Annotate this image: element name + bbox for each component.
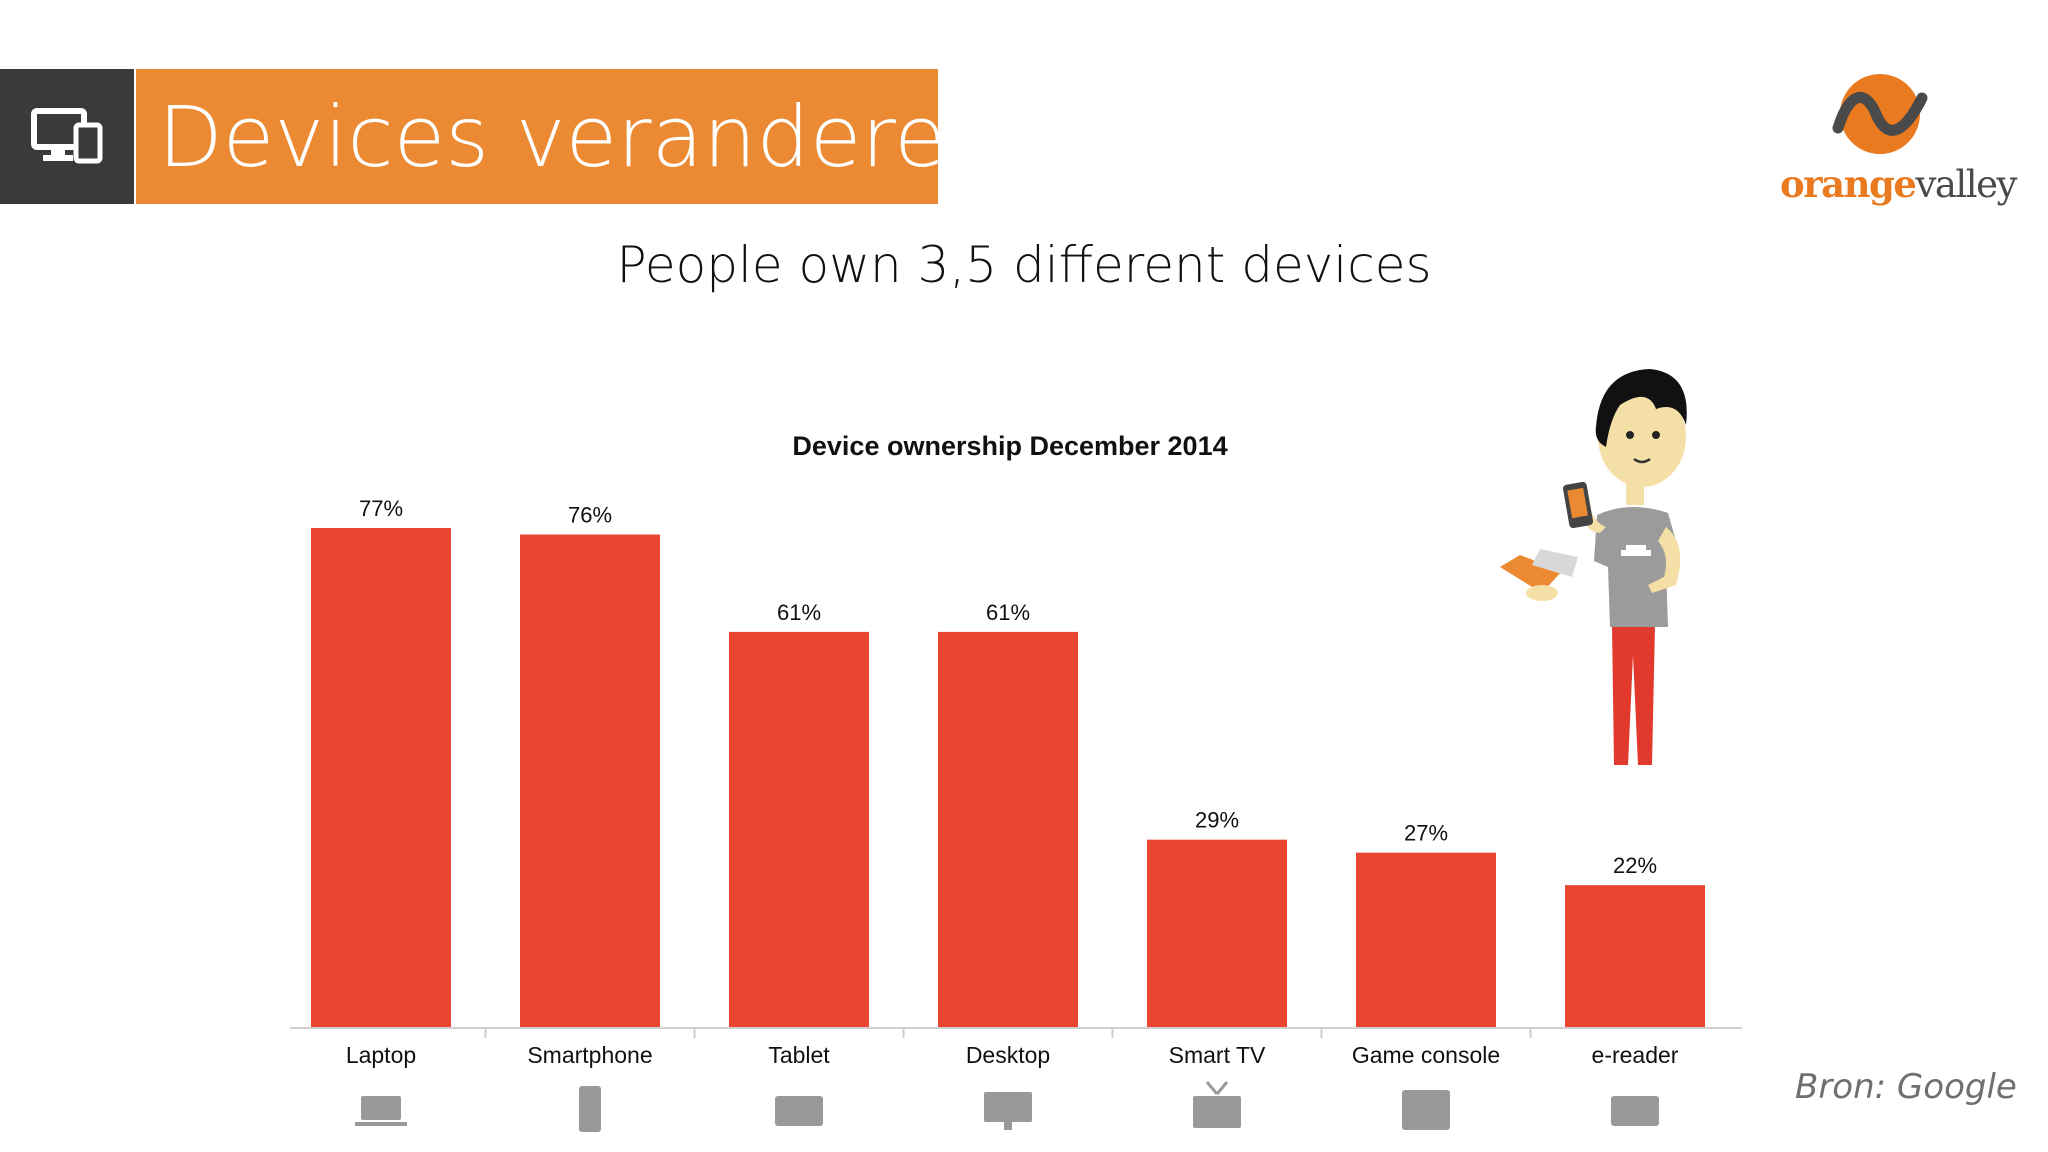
bar-game-console — [1356, 852, 1496, 1028]
logo-wordmark: orangevalley — [1780, 162, 2017, 206]
bar-laptop — [311, 528, 451, 1028]
bar-tablet — [729, 631, 869, 1028]
bar-e-reader — [1565, 885, 1705, 1028]
game-console-icon — [1402, 1090, 1450, 1130]
bar-desktop — [938, 631, 1078, 1028]
value-label: 29% — [1195, 808, 1239, 833]
value-label: 27% — [1404, 821, 1448, 846]
bar-smart-tv — [1147, 839, 1287, 1028]
logo-mark-icon — [1832, 74, 1928, 154]
chart-title: Device ownership December 2014 — [792, 431, 1227, 461]
category-label: Game console — [1352, 1042, 1500, 1068]
value-label: 61% — [986, 600, 1030, 625]
category-label: Smart TV — [1169, 1042, 1266, 1068]
desktop-icon — [984, 1092, 1032, 1130]
smartphone-icon — [579, 1086, 601, 1132]
category-label: Laptop — [346, 1042, 416, 1068]
value-label: 77% — [359, 496, 403, 521]
tablet-icon — [775, 1096, 823, 1126]
source-note: Bron: Google — [1795, 1067, 2017, 1107]
category-label: Desktop — [966, 1042, 1050, 1068]
value-label: 76% — [568, 502, 612, 527]
devices-icon — [31, 107, 103, 163]
e-reader-icon — [1611, 1096, 1659, 1126]
value-label: 61% — [777, 600, 821, 625]
page-title: Devices veranderen — [158, 87, 999, 186]
smart-tv-icon — [1193, 1081, 1241, 1128]
orangevalley-logo: orangevalley — [1780, 70, 2017, 210]
value-label: 22% — [1613, 853, 1657, 878]
header-banner: Devices veranderen — [136, 69, 999, 204]
slide-subtitle: People own 3,5 different devices — [616, 236, 1432, 294]
category-label: Smartphone — [527, 1042, 652, 1068]
laptop-icon — [355, 1096, 407, 1126]
person-illustration — [1500, 369, 1687, 765]
bar-smartphone — [520, 534, 660, 1028]
category-label: e-reader — [1592, 1042, 1679, 1068]
header-icon-box — [0, 69, 134, 204]
category-label: Tablet — [768, 1042, 830, 1068]
